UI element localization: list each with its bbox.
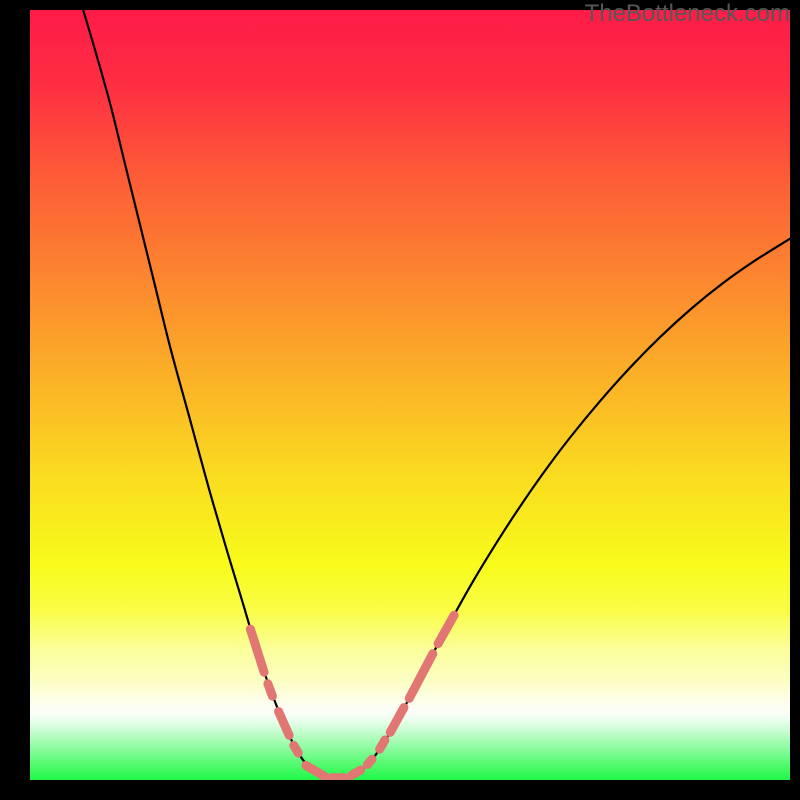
marker-segment [268,684,273,696]
marker-segment [279,711,290,735]
marker-segment [294,745,299,753]
watermark-text: TheBottleneck.com [585,0,790,28]
marker-group [250,615,454,777]
marker-segment [367,759,372,764]
marker-segment [380,740,385,749]
marker-segment [409,654,433,699]
chart-frame: TheBottleneck.com [0,0,800,800]
plot-area [30,10,790,780]
marker-segment [250,629,264,672]
bottleneck-curve [83,10,790,779]
marker-segment [306,765,324,776]
marker-segment [351,770,360,775]
curve-layer [30,10,790,780]
marker-segment [390,708,404,733]
marker-segment [438,615,454,643]
